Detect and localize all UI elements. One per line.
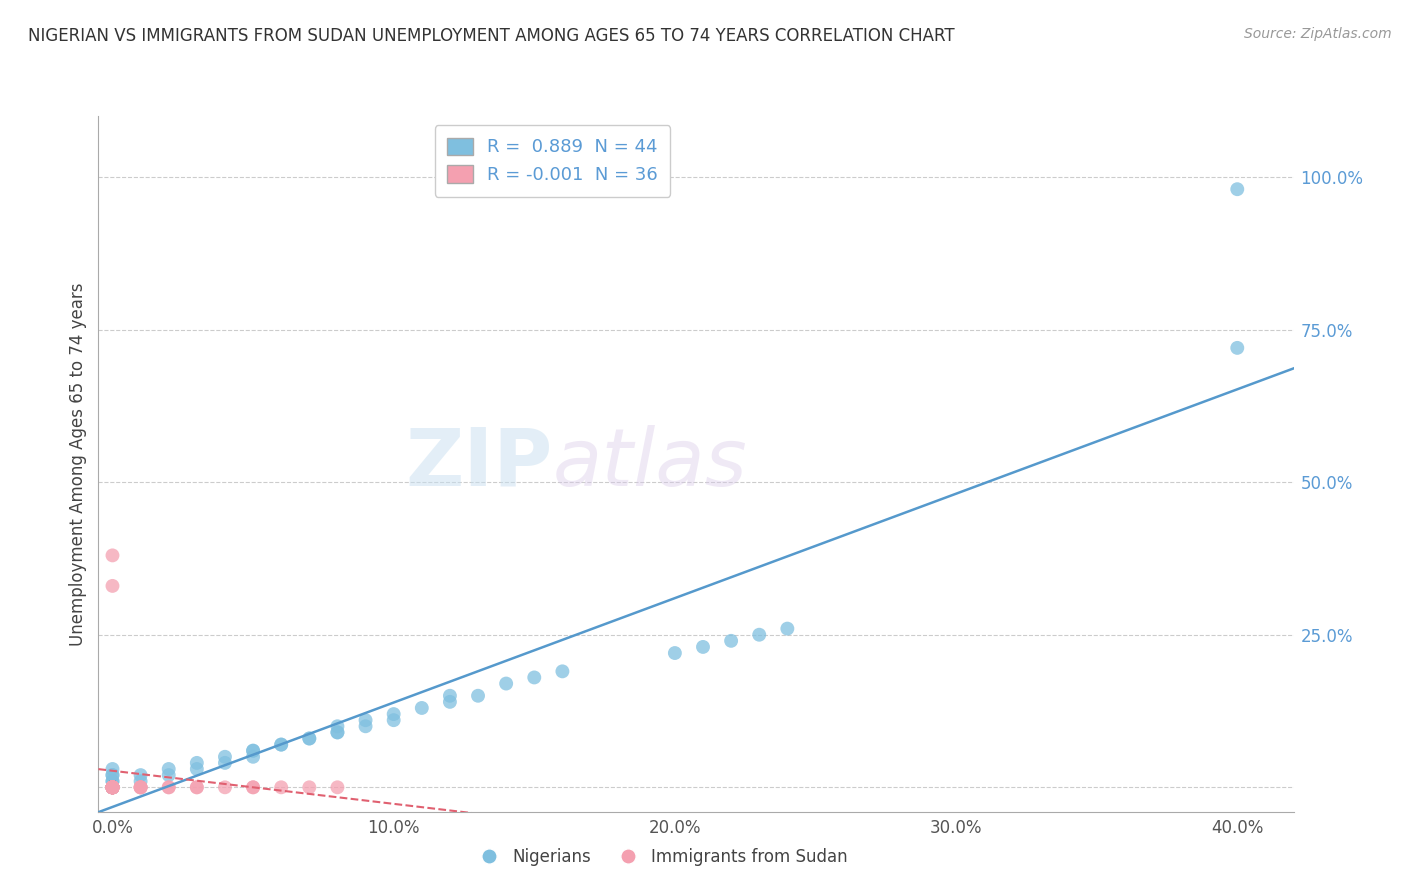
Point — [101, 780, 124, 795]
Point — [101, 780, 124, 795]
Point — [101, 780, 124, 795]
Point — [776, 622, 799, 636]
Y-axis label: Unemployment Among Ages 65 to 74 years: Unemployment Among Ages 65 to 74 years — [69, 282, 87, 646]
Point — [354, 713, 377, 727]
Point — [551, 665, 574, 679]
Point — [129, 780, 152, 795]
Point — [326, 725, 349, 739]
Point — [101, 774, 124, 789]
Point — [242, 780, 264, 795]
Point — [186, 780, 208, 795]
Point — [101, 780, 124, 795]
Point — [748, 628, 770, 642]
Point — [129, 780, 152, 795]
Point — [382, 707, 405, 722]
Point — [692, 640, 714, 654]
Point — [101, 780, 124, 795]
Text: atlas: atlas — [553, 425, 748, 503]
Point — [101, 780, 124, 795]
Point — [157, 780, 180, 795]
Point — [129, 768, 152, 782]
Point — [101, 774, 124, 789]
Point — [101, 780, 124, 795]
Point — [270, 738, 292, 752]
Point — [101, 780, 124, 795]
Point — [101, 780, 124, 795]
Point — [186, 762, 208, 776]
Point — [382, 713, 405, 727]
Point — [298, 780, 321, 795]
Point — [101, 762, 124, 776]
Point — [101, 780, 124, 795]
Point — [186, 756, 208, 770]
Point — [270, 780, 292, 795]
Point — [157, 762, 180, 776]
Point — [101, 780, 124, 795]
Point — [242, 749, 264, 764]
Text: NIGERIAN VS IMMIGRANTS FROM SUDAN UNEMPLOYMENT AMONG AGES 65 TO 74 YEARS CORRELA: NIGERIAN VS IMMIGRANTS FROM SUDAN UNEMPL… — [28, 27, 955, 45]
Point — [101, 780, 124, 795]
Point — [101, 579, 124, 593]
Legend: Nigerians, Immigrants from Sudan: Nigerians, Immigrants from Sudan — [465, 842, 855, 873]
Point — [354, 719, 377, 733]
Point — [129, 774, 152, 789]
Point — [411, 701, 433, 715]
Text: ZIP: ZIP — [405, 425, 553, 503]
Point — [101, 780, 124, 795]
Point — [664, 646, 686, 660]
Point — [101, 780, 124, 795]
Point — [242, 744, 264, 758]
Point — [186, 780, 208, 795]
Point — [214, 749, 236, 764]
Point — [439, 695, 461, 709]
Point — [214, 780, 236, 795]
Point — [101, 768, 124, 782]
Point — [242, 780, 264, 795]
Text: Source: ZipAtlas.com: Source: ZipAtlas.com — [1244, 27, 1392, 41]
Point — [298, 731, 321, 746]
Point — [101, 780, 124, 795]
Point — [298, 731, 321, 746]
Point — [495, 676, 517, 690]
Point — [101, 780, 124, 795]
Point — [523, 670, 546, 684]
Point — [101, 780, 124, 795]
Point — [242, 744, 264, 758]
Point — [720, 633, 742, 648]
Point — [1226, 341, 1249, 355]
Point — [467, 689, 489, 703]
Point — [101, 780, 124, 795]
Point — [101, 780, 124, 795]
Point — [214, 756, 236, 770]
Point — [326, 719, 349, 733]
Point — [101, 780, 124, 795]
Point — [439, 689, 461, 703]
Point — [129, 780, 152, 795]
Point — [1226, 182, 1249, 196]
Point — [157, 780, 180, 795]
Point — [101, 780, 124, 795]
Point — [326, 725, 349, 739]
Point — [101, 768, 124, 782]
Point — [129, 780, 152, 795]
Point — [270, 738, 292, 752]
Point — [101, 549, 124, 563]
Point — [101, 780, 124, 795]
Point — [326, 780, 349, 795]
Point — [101, 780, 124, 795]
Point — [157, 768, 180, 782]
